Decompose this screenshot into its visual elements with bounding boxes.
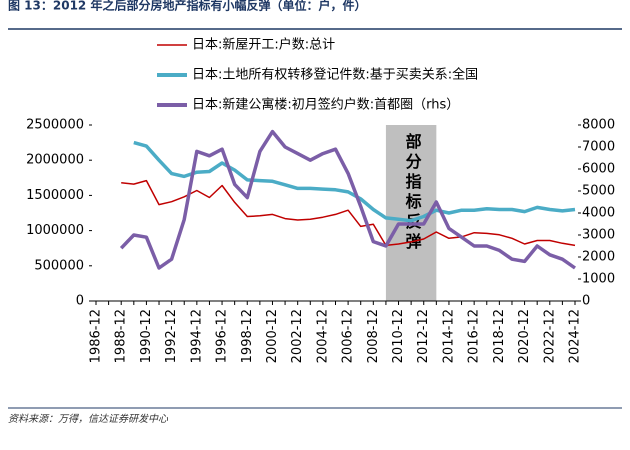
- y2-tick-label: 3000: [582, 228, 615, 243]
- y2-tick-label: 5000: [582, 184, 615, 199]
- x-tick-label: 1996-12: [215, 309, 230, 363]
- x-tick-label: 2008-12: [366, 309, 381, 363]
- y2-tick-label: 8000: [582, 118, 615, 133]
- y-tick-label: 2000000: [26, 153, 84, 168]
- chart-title: 图 13：2012 年之后部分房地产指标有小幅反弹（单位：户，件）: [8, 0, 366, 13]
- y-tick-label: 2500000: [26, 118, 84, 133]
- x-tick-label: 2022-12: [542, 309, 557, 363]
- series-line: [121, 179, 576, 247]
- x-tick-label: 2006-12: [341, 309, 356, 363]
- x-tick-label: 2010-12: [391, 309, 406, 363]
- x-tick-label: 1992-12: [164, 309, 179, 363]
- x-tick-label: 1990-12: [139, 309, 154, 363]
- legend-label: 日本:土地所有权转移登记件数:基于买卖关系:全国: [192, 67, 478, 83]
- y2-tick-label: 7000: [582, 140, 615, 155]
- x-tick-label: 1994-12: [189, 309, 204, 363]
- y2-tick-label: 2000: [582, 250, 615, 265]
- x-tick-label: 2004-12: [315, 309, 330, 363]
- legend-label: 日本:新屋开工:户数:总计: [192, 37, 335, 53]
- series-line: [133, 140, 576, 223]
- x-tick-label: 2000-12: [265, 309, 280, 363]
- series-line: [119, 129, 577, 270]
- y-tick-label: 1500000: [26, 188, 84, 203]
- x-tick-label: 1988-12: [114, 309, 129, 363]
- x-tick-label: 2018-12: [492, 309, 507, 363]
- x-tick-label: 2012-12: [416, 309, 431, 363]
- highlight-label: 部分指标反弹: [403, 132, 423, 253]
- x-tick-label: 1986-12: [89, 309, 104, 363]
- x-tick-label: 2020-12: [517, 309, 532, 363]
- source: 资料来源：万得，信达证券研发中心: [8, 413, 169, 425]
- x-tick-label: 2024-12: [568, 309, 583, 363]
- y2-tick-label: 0: [582, 294, 590, 309]
- y-tick-label: 0: [76, 294, 84, 309]
- y2-tick-label: 6000: [582, 162, 615, 177]
- x-tick-label: 1998-12: [240, 309, 255, 363]
- x-tick-label: 2014-12: [441, 309, 456, 363]
- x-tick-label: 2002-12: [290, 309, 305, 363]
- y-tick-label: 500000: [34, 258, 84, 273]
- y2-tick-label: 4000: [582, 206, 615, 221]
- y-tick-label: 1000000: [26, 223, 84, 238]
- legend-label: 日本:新建公寓楼:初月签约户数:首都圈（rhs）: [192, 97, 459, 113]
- x-tick-label: 2016-12: [467, 309, 482, 363]
- y2-tick-label: 1000: [582, 272, 615, 287]
